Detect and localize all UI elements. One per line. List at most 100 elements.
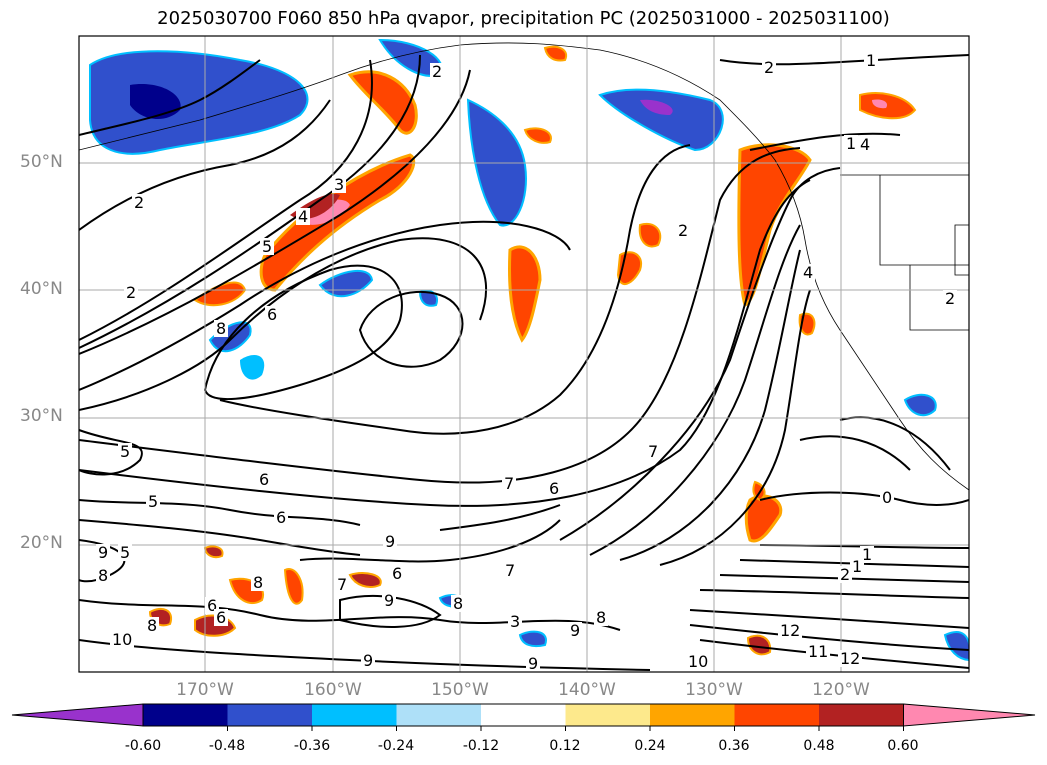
- contour-label-background: [335, 576, 349, 593]
- colorbar-tick-label: 0.24: [634, 738, 666, 754]
- colorbar-tick-label: 0.60: [887, 738, 919, 754]
- qvapor-contours: [79, 54, 969, 671]
- colorbar-segment: [312, 704, 397, 726]
- colorbar-segment: [143, 704, 228, 726]
- contour-label: 8: [98, 566, 108, 585]
- contour-label-background: [132, 194, 146, 211]
- contour-label: 5: [148, 492, 158, 511]
- contour-label-background: [676, 222, 690, 239]
- contour-label: 7: [337, 575, 347, 594]
- contour-label-background: [502, 475, 516, 492]
- contour-label-background: [844, 135, 858, 152]
- map-title: 2025030700 F060 850 hPa qvapor, precipit…: [157, 8, 890, 29]
- contour-label: 1: [866, 51, 876, 70]
- contour-label: 6: [207, 596, 217, 615]
- lat-label: 20°N: [20, 533, 63, 553]
- contour-label-background: [547, 480, 561, 497]
- contour-label-background: [850, 558, 864, 575]
- contour-label: 2: [432, 62, 442, 81]
- colorbar-tick-label: -0.24: [377, 738, 415, 754]
- lon-label: 120°W: [812, 680, 870, 700]
- contour-label-background: [214, 609, 228, 626]
- contour-label: 4: [298, 207, 308, 226]
- colorbar-segment: [227, 704, 312, 726]
- contour-label-background: [383, 533, 397, 550]
- lat-label: 40°N: [20, 279, 63, 299]
- contour-label: 3: [510, 612, 520, 631]
- colorbar-segment: [565, 704, 650, 726]
- contour-label-background: [251, 574, 265, 591]
- contour-label-background: [762, 59, 776, 76]
- contour-label-background: [332, 176, 346, 193]
- contour-label-background: [274, 509, 288, 526]
- contour-label-background: [296, 208, 310, 225]
- contour-label: 2: [134, 193, 144, 212]
- contour-label-background: [390, 565, 404, 582]
- lon-label: 130°W: [685, 680, 743, 700]
- contour-label: 2: [945, 289, 955, 308]
- contour-label-background: [858, 136, 872, 153]
- contour-label-background: [430, 63, 444, 80]
- contour-label-background: [526, 655, 540, 672]
- contour-label: 2: [678, 221, 688, 240]
- contour-label-background: [838, 566, 852, 583]
- contour-label: 6: [216, 608, 226, 627]
- colorbar-tick-label: -0.48: [208, 738, 246, 754]
- colorbar: [11, 703, 1036, 731]
- contour-label: 8: [453, 594, 463, 613]
- contour-label: 9: [98, 543, 108, 562]
- contour-label: 8: [596, 608, 606, 627]
- contour-label: 5: [262, 237, 272, 256]
- lon-label: 160°W: [304, 680, 362, 700]
- contour-label: 8: [253, 573, 263, 592]
- map-background: [79, 36, 969, 672]
- contour-label: 8: [216, 319, 226, 338]
- contour-label: 7: [648, 442, 658, 461]
- contour-label: 2: [764, 58, 774, 77]
- contour-label-background: [508, 613, 522, 630]
- contour-label: 0: [882, 488, 892, 507]
- contour-label-background: [214, 320, 228, 337]
- contour-label: 2: [126, 283, 136, 302]
- contour-label-background: [686, 653, 710, 670]
- contour-label: 2: [840, 565, 850, 584]
- contour-label: 5: [120, 442, 130, 461]
- contour-label-background: [880, 489, 894, 506]
- contour-label-background: [361, 652, 375, 669]
- colorbar-tick-label: -0.36: [293, 738, 331, 754]
- gridlines: [79, 36, 969, 672]
- contour-label: 10: [112, 630, 132, 649]
- contour-label: 6: [549, 479, 559, 498]
- colorbar-tick-label: -0.60: [124, 738, 162, 754]
- contour-label-background: [806, 643, 830, 660]
- lat-label: 50°N: [20, 152, 63, 172]
- colorbar-extend-min: [11, 703, 144, 727]
- contour-label-background: [801, 264, 815, 281]
- colorbar-tick-label: 0.36: [718, 738, 750, 754]
- colorbar-tick-label: -0.12: [462, 738, 500, 754]
- contour-label-background: [503, 562, 517, 579]
- lat-label: 30°N: [20, 406, 63, 426]
- contour-label-background: [110, 631, 134, 648]
- contour-label: 6: [276, 508, 286, 527]
- contour-label: 9: [363, 651, 373, 670]
- contour-label-background: [146, 493, 160, 510]
- colorbar-segment: [819, 704, 904, 726]
- contour-label: 9: [570, 621, 580, 640]
- contour-label: 1: [846, 134, 856, 153]
- contour-label-background: [118, 544, 132, 561]
- colorbar-outline: [142, 703, 904, 727]
- colorbar-segment: [650, 704, 735, 726]
- contour-label: 1: [852, 557, 862, 576]
- lon-label: 170°W: [176, 680, 234, 700]
- colorbar-extend-max: [903, 703, 1036, 727]
- contour-label: 5: [120, 543, 130, 562]
- contour-label: 6: [392, 564, 402, 583]
- contour-label-background: [96, 567, 110, 584]
- lon-label: 140°W: [558, 680, 616, 700]
- contour-label: 9: [528, 654, 538, 673]
- contour-label-background: [943, 290, 957, 307]
- contour-label-background: [568, 622, 582, 639]
- colorbar-tick-label: 0.48: [803, 738, 835, 754]
- contour-label: 12: [780, 621, 800, 640]
